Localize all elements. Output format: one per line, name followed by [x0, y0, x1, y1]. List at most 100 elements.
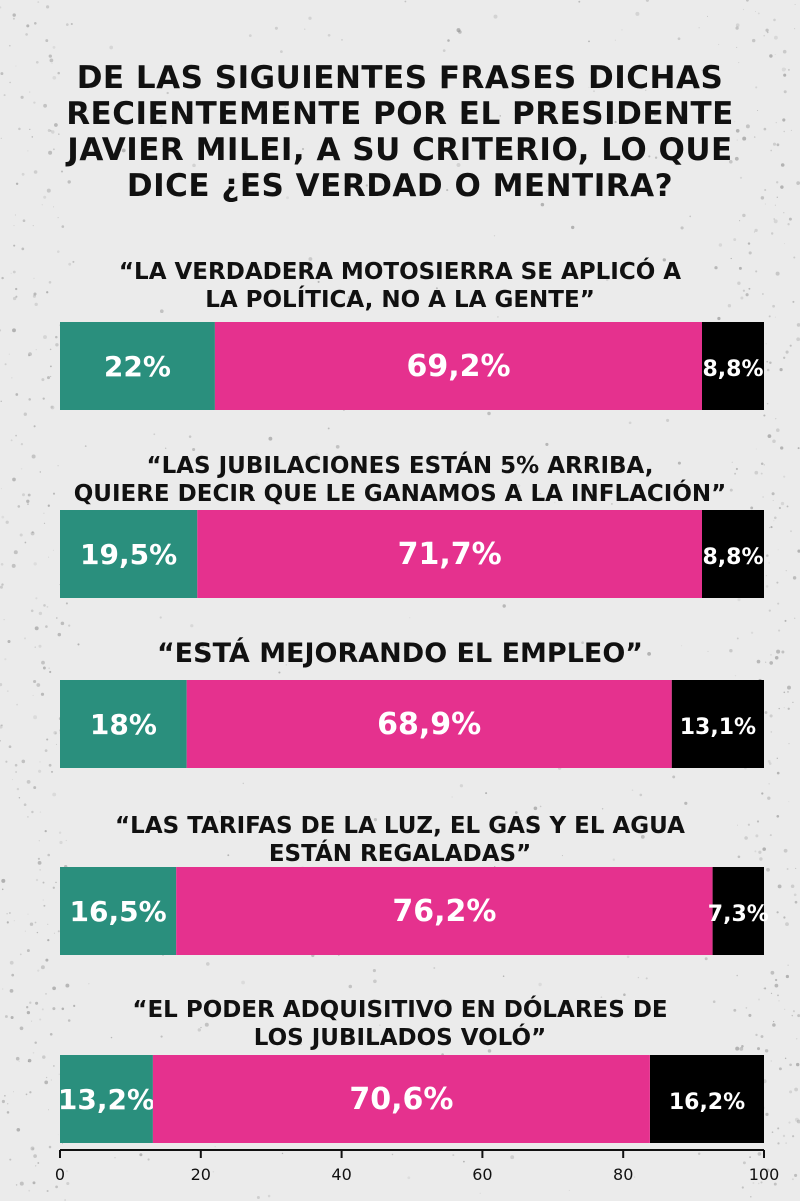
texture-speck [0, 72, 4, 76]
texture-speck [53, 1065, 55, 1067]
texture-speck [39, 471, 42, 473]
texture-speck [754, 228, 758, 233]
texture-speck [25, 1093, 28, 1096]
texture-speck [768, 762, 772, 765]
texture-speck [772, 1020, 775, 1023]
texture-speck [47, 504, 50, 507]
texture-speck [776, 771, 780, 775]
mentira-segment-4 [176, 867, 713, 955]
texture-speck [775, 121, 777, 124]
texture-speck [26, 949, 30, 953]
texture-speck [160, 124, 163, 128]
texture-speck [734, 472, 737, 475]
texture-speck [33, 277, 35, 280]
texture-speck [792, 300, 795, 303]
texture-speck [774, 978, 778, 982]
texture-speck [797, 549, 800, 553]
texture-speck [57, 464, 59, 467]
texture-speck [32, 1181, 36, 1185]
texture-speck [733, 238, 737, 242]
texture-speck [61, 225, 65, 228]
texture-speck [77, 643, 80, 646]
texture-speck [327, 427, 330, 430]
texture-speck [787, 691, 789, 693]
texture-speck [751, 38, 756, 43]
texture-speck [42, 1055, 46, 1059]
texture-speck [404, 0, 407, 3]
statement-label-3: “ESTÁ MEJORANDO EL EMPLEO” [156, 638, 644, 669]
texture-speck [52, 492, 56, 495]
texture-speck [267, 1194, 271, 1198]
texture-speck [745, 293, 749, 297]
texture-speck [763, 464, 765, 466]
texture-speck [479, 1192, 481, 1194]
texture-speck [227, 854, 230, 857]
texture-speck [90, 142, 92, 145]
texture-speck [774, 983, 779, 988]
texture-speck [783, 475, 786, 478]
texture-speck [53, 731, 57, 735]
texture-speck [739, 1046, 744, 1051]
texture-speck [32, 1052, 35, 1054]
texture-speck [38, 769, 42, 773]
texture-speck [568, 642, 571, 645]
texture-speck [435, 287, 438, 290]
texture-speck [52, 886, 55, 889]
texture-speck [776, 814, 780, 818]
texture-speck [36, 931, 39, 934]
texture-speck [52, 792, 57, 797]
texture-speck [766, 368, 770, 372]
texture-speck [12, 779, 14, 781]
verdad-segment-3 [60, 680, 187, 768]
texture-speck [20, 468, 23, 470]
texture-speck [677, 37, 681, 41]
texture-speck [281, 1152, 284, 1155]
texture-speck [742, 1161, 746, 1165]
texture-speck [781, 650, 785, 654]
texture-speck [262, 819, 266, 823]
texture-speck [588, 86, 590, 88]
texture-speck [121, 148, 126, 153]
texture-speck [1, 1099, 5, 1104]
texture-speck [568, 1189, 570, 1191]
texture-speck [55, 1185, 58, 1189]
texture-speck [0, 724, 3, 729]
texture-speck [785, 974, 790, 979]
texture-speck [748, 251, 752, 255]
texture-speck [73, 1004, 76, 1007]
texture-speck [15, 1056, 20, 1061]
texture-speck [789, 1090, 793, 1094]
texture-speck [777, 1142, 780, 1145]
texture-speck [768, 783, 770, 785]
texture-speck [33, 101, 36, 104]
texture-speck [49, 58, 54, 63]
texture-speck [776, 757, 778, 759]
texture-speck [46, 291, 49, 294]
texture-speck [759, 857, 763, 861]
texture-speck [764, 987, 767, 990]
texture-speck [52, 1007, 56, 1011]
texture-speck [684, 801, 688, 805]
texture-speck [714, 266, 718, 270]
texture-speck [735, 23, 740, 28]
texture-speck [29, 128, 31, 130]
texture-speck [571, 225, 575, 230]
texture-speck [794, 1087, 798, 1092]
texture-speck [0, 683, 3, 687]
texture-speck [671, 820, 675, 824]
texture-speck [783, 356, 786, 359]
texture-speck [67, 1019, 71, 1022]
texture-speck [12, 328, 16, 333]
texture-speck [7, 639, 11, 644]
texture-speck [54, 123, 58, 127]
texture-speck [755, 1033, 758, 1037]
texture-speck [795, 867, 797, 869]
x-tick-label-60: 60 [472, 1165, 492, 1184]
texture-speck [1, 878, 6, 883]
texture-speck [774, 656, 779, 660]
texture-speck [32, 225, 34, 227]
texture-speck [794, 1173, 798, 1177]
texture-speck [67, 180, 71, 184]
texture-speck [738, 266, 742, 270]
texture-speck [765, 575, 767, 577]
